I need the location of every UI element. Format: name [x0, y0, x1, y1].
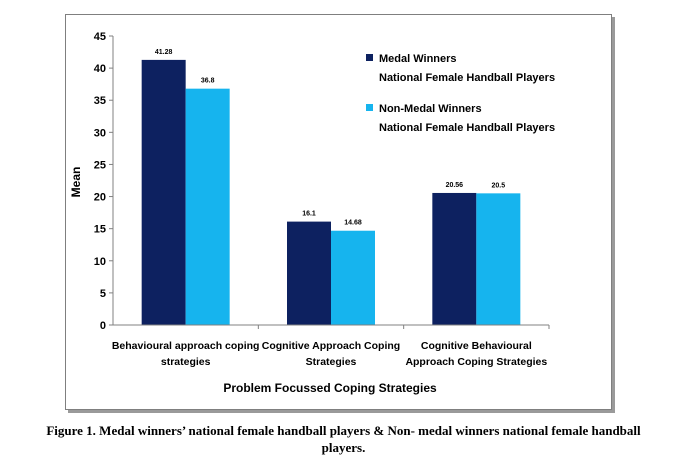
y-tick-label: 25: [94, 159, 106, 171]
bar-chart: 0 5 10 15 20 25 30 35 40 45 41.28 36.8 16.1 14.68 20.…: [69, 31, 555, 395]
data-label: 20.5: [492, 182, 506, 189]
y-tick-label: 35: [94, 95, 106, 107]
y-tick-label: 5: [100, 288, 106, 300]
legend-label: Non-Medal Winners: [379, 103, 482, 115]
data-label: 36.8: [201, 78, 215, 85]
bar: [476, 193, 521, 325]
bar: [432, 192, 477, 325]
x-category-label: Strategies: [306, 356, 357, 368]
x-category-label: Behavioural approach coping: [112, 340, 260, 352]
legend-label: National Female Handball Players: [379, 72, 555, 84]
y-tick-label: 45: [94, 31, 106, 43]
x-category-label: strategies: [161, 356, 211, 368]
legend-swatch: [366, 104, 373, 111]
y-tick-label: 20: [94, 192, 106, 204]
figure-caption: Figure 1. Medal winners’ national female…: [0, 422, 687, 456]
y-tick-label: 40: [94, 63, 106, 75]
chart-frame: 0 5 10 15 20 25 30 35 40 45 41.28 36.8 16.1 14.68 20.…: [65, 14, 612, 410]
x-category-label: Cognitive Approach Coping: [262, 340, 400, 352]
bar: [141, 59, 186, 326]
y-tick-label: 30: [94, 127, 106, 139]
bar: [185, 88, 230, 325]
x-category-label: Cognitive Behavioural: [421, 340, 532, 352]
x-axis-label: Problem Focussed Coping Strategies: [223, 381, 437, 395]
y-axis-label: Mean: [69, 167, 83, 198]
data-label: 20.56: [446, 182, 464, 189]
legend-swatch: [366, 54, 373, 61]
bar: [287, 221, 331, 325]
y-tick-label: 15: [94, 224, 106, 236]
y-tick-label: 10: [94, 256, 106, 268]
data-label: 14.68: [344, 220, 362, 227]
caption-line-1: Figure 1. Medal winners’ national female…: [46, 423, 641, 438]
data-label: 16.1: [302, 211, 316, 218]
bar: [331, 230, 375, 325]
caption-line-2: players.: [321, 440, 366, 455]
legend-label: National Female Handball Players: [379, 122, 555, 134]
data-label: 41.28: [155, 49, 173, 56]
x-category-label: Approach Coping Strategies: [405, 356, 547, 368]
legend-label: Medal Winners: [379, 53, 457, 65]
y-tick-label: 0: [100, 320, 106, 332]
